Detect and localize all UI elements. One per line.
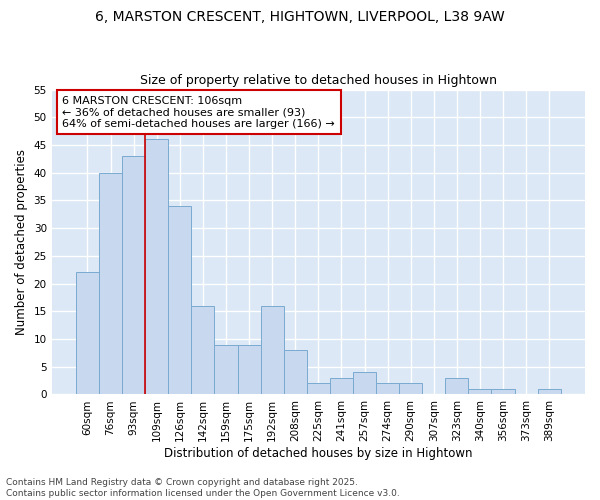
Bar xyxy=(353,372,376,394)
Bar xyxy=(99,172,122,394)
Bar xyxy=(238,344,260,395)
Bar xyxy=(260,306,284,394)
Bar xyxy=(330,378,353,394)
Bar xyxy=(284,350,307,395)
Bar xyxy=(538,389,561,394)
Bar xyxy=(469,389,491,394)
Text: 6 MARSTON CRESCENT: 106sqm
← 36% of detached houses are smaller (93)
64% of semi: 6 MARSTON CRESCENT: 106sqm ← 36% of deta… xyxy=(62,96,335,129)
Text: Contains HM Land Registry data © Crown copyright and database right 2025.
Contai: Contains HM Land Registry data © Crown c… xyxy=(6,478,400,498)
Bar xyxy=(76,272,99,394)
Bar xyxy=(145,140,168,394)
Bar xyxy=(122,156,145,394)
Bar xyxy=(376,384,399,394)
Text: 6, MARSTON CRESCENT, HIGHTOWN, LIVERPOOL, L38 9AW: 6, MARSTON CRESCENT, HIGHTOWN, LIVERPOOL… xyxy=(95,10,505,24)
X-axis label: Distribution of detached houses by size in Hightown: Distribution of detached houses by size … xyxy=(164,447,473,460)
Bar xyxy=(214,344,238,395)
Bar xyxy=(491,389,515,394)
Bar xyxy=(399,384,422,394)
Bar xyxy=(168,206,191,394)
Bar xyxy=(445,378,469,394)
Y-axis label: Number of detached properties: Number of detached properties xyxy=(15,149,28,335)
Bar xyxy=(307,384,330,394)
Title: Size of property relative to detached houses in Hightown: Size of property relative to detached ho… xyxy=(140,74,497,87)
Bar xyxy=(191,306,214,394)
